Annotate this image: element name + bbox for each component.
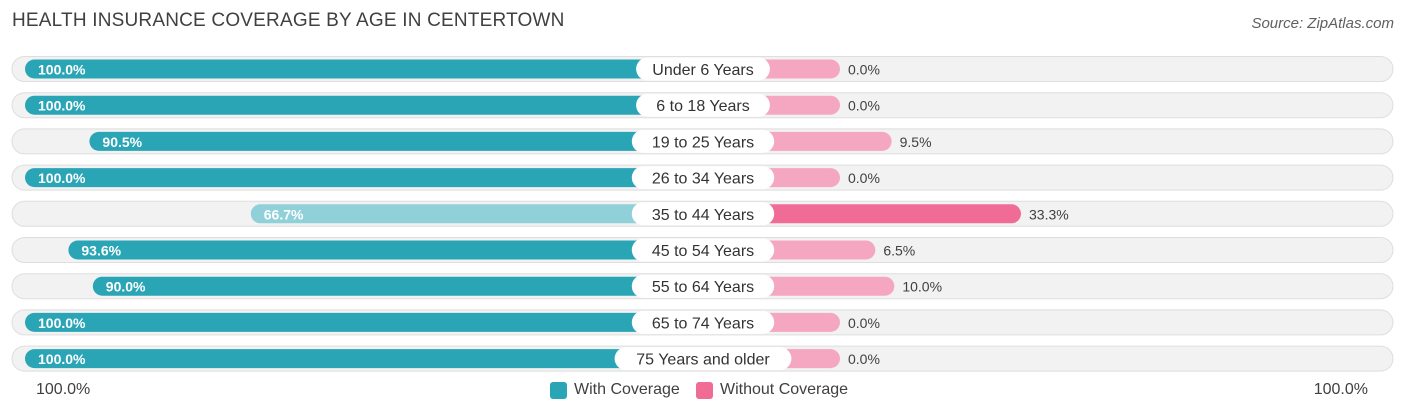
category-pill <box>631 310 775 334</box>
value-label-with: 90.5% <box>102 134 142 150</box>
category-label: 75 Years and older <box>636 352 770 369</box>
value-label-without: 0.0% <box>848 351 880 367</box>
category-label: 26 to 34 Years <box>652 171 754 188</box>
category-pill <box>614 347 792 371</box>
legend-label-with-coverage: With Coverage <box>574 381 680 398</box>
value-label-with: 100.0% <box>38 62 86 78</box>
value-label-without: 10.0% <box>902 279 942 295</box>
legend-swatch-with-coverage <box>550 381 567 399</box>
category-pill <box>631 238 775 262</box>
value-label-with: 100.0% <box>38 351 86 367</box>
legend-item-with-coverage: With Coverage <box>550 381 680 399</box>
value-label-with: 93.6% <box>81 243 121 259</box>
value-label-with: 66.7% <box>264 206 304 222</box>
value-label-with: 90.0% <box>106 279 146 295</box>
value-label-without: 0.0% <box>848 315 880 331</box>
chart-row: 100.0% 0.0% 65 to 74 Years <box>11 309 1394 336</box>
category-label: 35 to 44 Years <box>652 207 754 224</box>
chart-row: 100.0% 0.0% Under 6 Years <box>11 56 1394 82</box>
bar-with-coverage <box>68 240 704 260</box>
chart-row: 90.5% 9.5% 19 to 25 Years <box>11 128 1394 155</box>
bar-without-coverage <box>703 204 1021 224</box>
coverage-chart: 100.0% 0.0% Under 6 Years 100.0% 0.0% 6 to 18… <box>11 56 1394 372</box>
value-label-without: 6.5% <box>883 243 915 259</box>
bar-with-coverage <box>89 131 703 151</box>
chart-row: 100.0% 0.0% 26 to 34 Years <box>11 164 1394 191</box>
category-pill <box>631 274 775 298</box>
axis-label-right: 100.0% <box>1313 381 1368 398</box>
axis-label-left: 100.0% <box>36 381 91 398</box>
category-pill <box>636 57 770 81</box>
bar-with-coverage <box>25 59 703 79</box>
chart-row: 100.0% 0.0% 75 Years and older <box>11 345 1394 372</box>
chart-row: 93.6% 6.5% 45 to 54 Years <box>11 237 1394 263</box>
value-label-without: 0.0% <box>848 170 880 186</box>
value-label-without: 0.0% <box>848 98 880 114</box>
bar-with-coverage <box>25 312 703 332</box>
category-pill <box>631 129 775 153</box>
category-pill <box>636 93 770 117</box>
category-label: 55 to 64 Years <box>652 279 754 296</box>
value-label-without: 33.3% <box>1029 206 1069 222</box>
bar-with-coverage <box>92 276 704 296</box>
category-label: Under 6 Years <box>652 62 753 79</box>
legend-label-without-coverage: Without Coverage <box>720 381 849 398</box>
chart-title: HEALTH INSURANCE COVERAGE BY AGE IN CENT… <box>12 10 565 31</box>
source-credit: Source: ZipAtlas.com <box>1251 15 1394 32</box>
bar-with-coverage <box>25 168 703 188</box>
category-label: 6 to 18 Years <box>656 98 749 115</box>
value-label-without: 9.5% <box>900 134 932 150</box>
category-pill <box>631 166 775 190</box>
category-label: 45 to 54 Years <box>652 243 754 260</box>
value-label-with: 100.0% <box>38 170 86 186</box>
value-label-with: 100.0% <box>38 315 86 331</box>
legend-swatch-without-coverage <box>696 381 713 399</box>
bar-with-coverage <box>25 95 703 115</box>
value-label-with: 100.0% <box>38 98 86 114</box>
chart-row: 90.0% 10.0% 55 to 64 Years <box>11 273 1394 300</box>
category-label: 65 to 74 Years <box>652 315 754 332</box>
value-label-without: 0.0% <box>848 62 880 78</box>
category-pill <box>631 202 775 226</box>
category-label: 19 to 25 Years <box>652 134 754 151</box>
bar-with-coverage <box>250 204 704 224</box>
chart-row: 66.7% 33.3% 35 to 44 Years <box>11 200 1394 227</box>
bar-with-coverage <box>25 349 703 369</box>
chart-row: 100.0% 0.0% 6 to 18 Years <box>11 92 1394 119</box>
legend-item-without-coverage: Without Coverage <box>696 381 848 399</box>
legend: 100.0% With Coverage Without Coverage 10… <box>0 380 1406 400</box>
